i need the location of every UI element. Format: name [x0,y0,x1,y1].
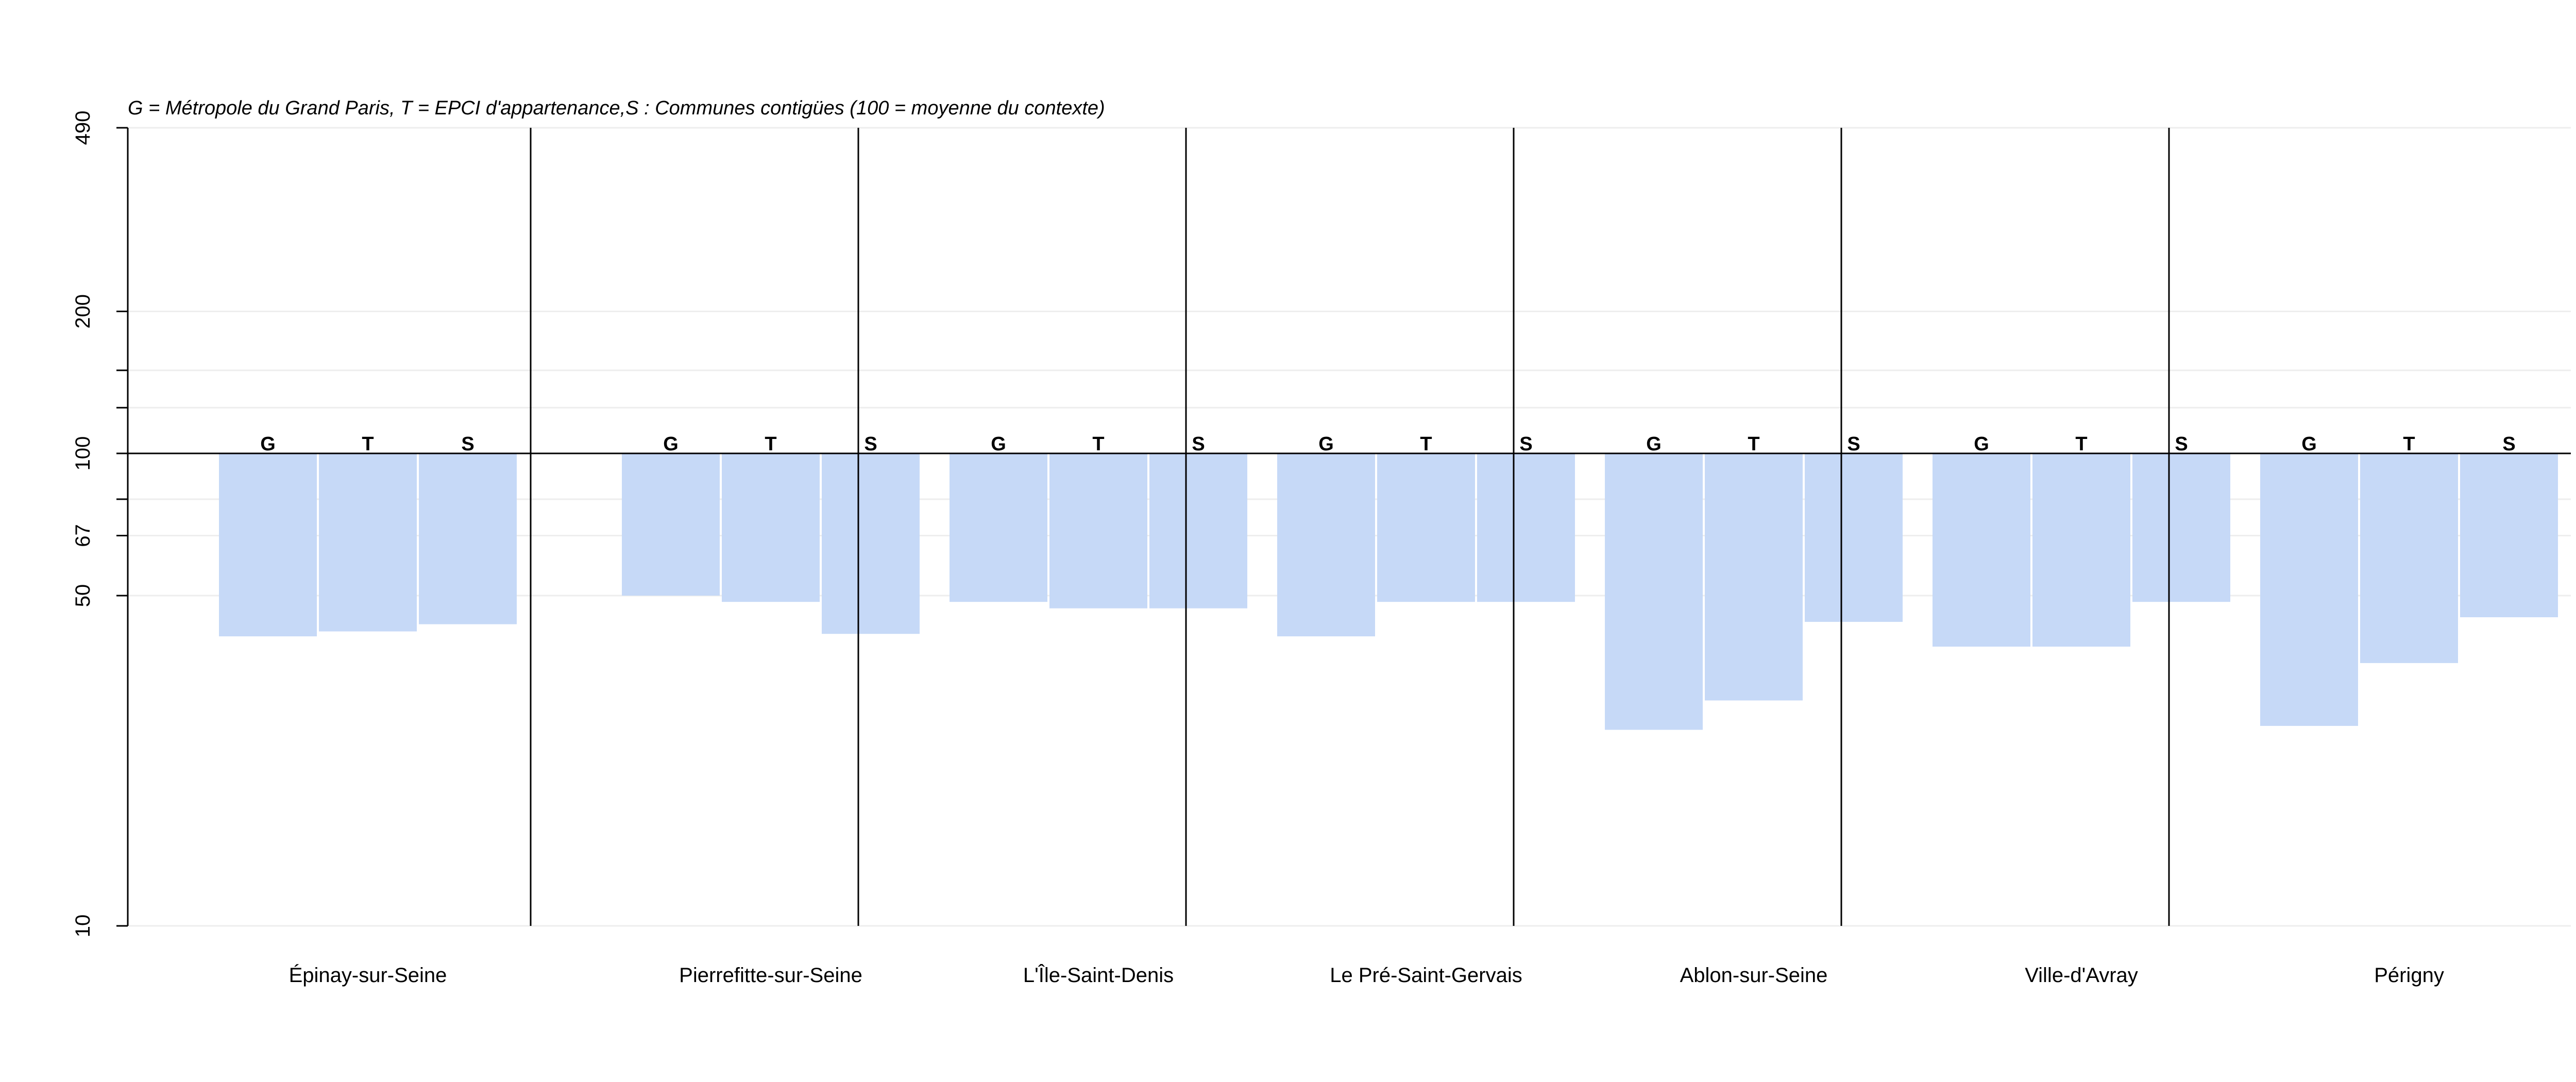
category-label: Pierrefitte-sur-Seine [679,964,862,987]
y-tick-label: 50 [72,584,94,607]
bar-letter-label: T [1748,433,1759,455]
category-label: Le Pré-Saint-Gervais [1330,964,1522,987]
y-tick-label: 10 [72,915,94,938]
y-tick-label: 67 [72,524,94,547]
y-tick-label: 100 [72,436,94,471]
labels: G T S G T S G T S G T S G T S G T S G T S 10 50 67 100 200 490 Épin… [72,111,2516,987]
bar-letter-label: T [2075,433,2087,455]
bar-letter-label: T [362,433,374,455]
bar [1049,453,1147,608]
bar-letter-label: G [1318,433,1334,455]
bar [1605,453,1703,730]
bar-letter-label: S [1192,433,1205,455]
bar-letter-label: G [1974,433,1989,455]
bar [722,453,820,602]
chart-subtitle: G = Métropole du Grand Paris, T = EPCI d… [128,97,1105,119]
bar-letter-label: G [2301,433,2317,455]
bar-letter-label: T [2403,433,2415,455]
bar [2260,453,2358,726]
category-label: Épinay-sur-Seine [289,963,447,987]
bar-letter-label: G [1646,433,1662,455]
bar-letter-label: S [461,433,474,455]
y-tick-label: 200 [72,294,94,329]
bar-letter-label: G [663,433,679,455]
bar [1805,453,1903,622]
bar-letter-label: S [2502,433,2515,455]
y-tick-label: 490 [72,111,94,145]
bar-letter-label: T [765,433,776,455]
bars [219,453,2558,730]
bar [2132,453,2230,602]
bar [1377,453,1475,602]
chart-frame [116,127,2571,927]
bar [419,453,517,624]
bar-letter-label: S [864,433,877,455]
category-label: Ablon-sur-Seine [1680,964,1828,987]
bar [1149,453,1247,608]
category-label: Ville-d'Avray [2025,964,2138,987]
bar-letter-label: G [260,433,276,455]
bar [622,453,720,596]
bar [2032,453,2130,647]
bar-letter-label: S [1847,433,1860,455]
bar [1705,453,1803,701]
bar-letter-label: S [1519,433,1532,455]
bar [219,453,317,637]
bar [1477,453,1575,602]
bar-letter-label: G [991,433,1006,455]
bar [1277,453,1375,637]
category-label: L'Île-Saint-Denis [1023,963,1174,987]
bar [950,453,1047,602]
bar [1933,453,2030,647]
bar [2460,453,2558,618]
bar-letter-label: T [1420,433,1432,455]
bar-letter-label: S [2175,433,2188,455]
bar [319,453,417,632]
category-label: Périgny [2374,964,2444,987]
bar [2360,453,2458,663]
bar-letter-label: T [1092,433,1104,455]
bar [822,453,920,634]
